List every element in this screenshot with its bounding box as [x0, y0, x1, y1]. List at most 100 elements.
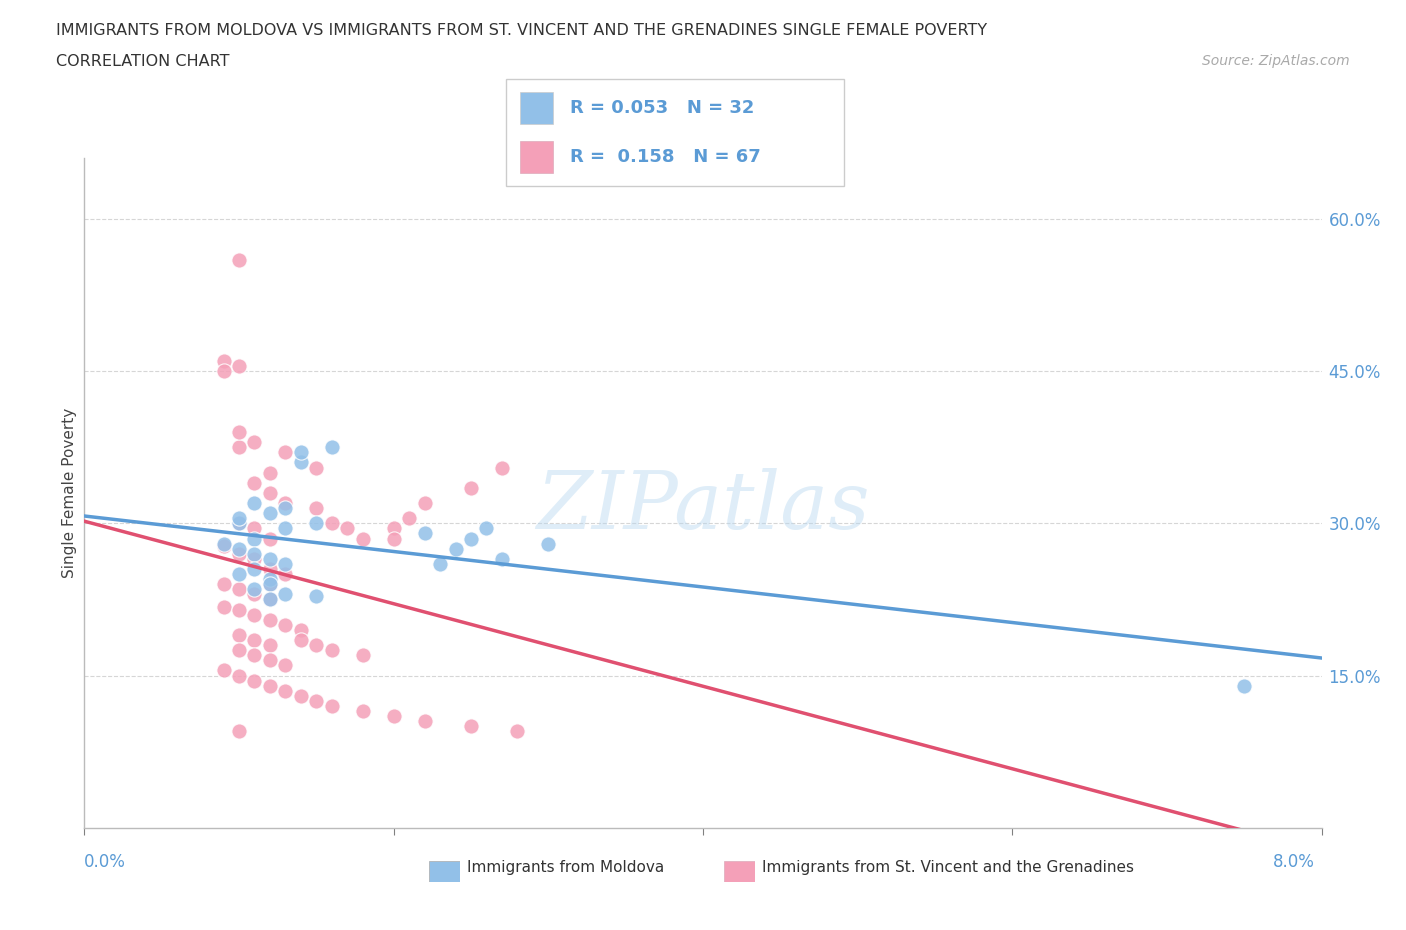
Point: [243, 551, 266, 566]
Point: [228, 643, 250, 658]
Point: [259, 485, 281, 500]
Point: [352, 648, 374, 663]
Point: [259, 638, 281, 653]
Point: [460, 531, 482, 546]
Point: [305, 500, 328, 515]
Point: [212, 538, 235, 553]
Point: [352, 531, 374, 546]
Point: [243, 434, 266, 449]
Point: [228, 516, 250, 531]
Text: CORRELATION CHART: CORRELATION CHART: [56, 54, 229, 69]
Point: [259, 465, 281, 480]
Point: [491, 551, 513, 566]
Point: [259, 551, 281, 566]
Point: [290, 455, 312, 470]
Point: [243, 531, 266, 546]
Point: [274, 618, 297, 632]
Bar: [520, 92, 554, 124]
Point: [274, 658, 297, 672]
Point: [259, 612, 281, 627]
Point: [382, 709, 405, 724]
Point: [274, 684, 297, 698]
Point: [212, 364, 235, 379]
Point: [228, 628, 250, 643]
Point: [259, 592, 281, 607]
Point: [321, 440, 343, 455]
Point: [506, 724, 529, 738]
Point: [212, 577, 235, 591]
Point: [305, 638, 328, 653]
Point: [243, 587, 266, 602]
Point: [212, 663, 235, 678]
Point: [336, 521, 359, 536]
Point: [212, 537, 235, 551]
Point: [290, 632, 312, 647]
Point: [228, 359, 250, 374]
Point: [259, 577, 281, 591]
Point: [228, 602, 250, 617]
Point: [259, 506, 281, 521]
Point: [228, 668, 250, 683]
Point: [259, 572, 281, 587]
Bar: [520, 141, 554, 173]
Point: [274, 500, 297, 515]
Point: [274, 445, 297, 459]
Point: [460, 481, 482, 496]
Point: [212, 353, 235, 368]
Point: [321, 698, 343, 713]
Point: [274, 587, 297, 602]
Point: [259, 592, 281, 607]
Point: [475, 521, 498, 536]
Text: ZIPatlas: ZIPatlas: [536, 468, 870, 545]
Point: [321, 516, 343, 531]
Point: [243, 475, 266, 490]
Point: [228, 516, 250, 531]
Point: [1233, 678, 1256, 693]
Point: [243, 562, 266, 577]
Text: Immigrants from St. Vincent and the Grenadines: Immigrants from St. Vincent and the Gren…: [762, 860, 1135, 875]
Point: [243, 582, 266, 597]
Point: [290, 445, 312, 459]
Text: Source: ZipAtlas.com: Source: ZipAtlas.com: [1202, 54, 1350, 68]
Y-axis label: Single Female Poverty: Single Female Poverty: [62, 407, 77, 578]
Point: [352, 704, 374, 719]
Point: [382, 531, 405, 546]
Point: [228, 566, 250, 581]
Point: [460, 719, 482, 734]
Point: [228, 440, 250, 455]
Point: [228, 425, 250, 440]
FancyBboxPatch shape: [506, 79, 844, 186]
Point: [413, 496, 436, 511]
Point: [228, 724, 250, 738]
Point: [413, 713, 436, 728]
Point: [243, 546, 266, 561]
Point: [243, 521, 266, 536]
Text: R = 0.053   N = 32: R = 0.053 N = 32: [571, 99, 755, 117]
Text: 0.0%: 0.0%: [84, 853, 127, 870]
Point: [228, 541, 250, 556]
Text: IMMIGRANTS FROM MOLDOVA VS IMMIGRANTS FROM ST. VINCENT AND THE GRENADINES SINGLE: IMMIGRANTS FROM MOLDOVA VS IMMIGRANTS FR…: [56, 23, 987, 38]
Point: [259, 577, 281, 591]
Point: [537, 537, 560, 551]
Text: R =  0.158   N = 67: R = 0.158 N = 67: [571, 148, 761, 166]
Point: [259, 678, 281, 693]
Point: [259, 653, 281, 668]
Point: [228, 511, 250, 525]
Point: [243, 496, 266, 511]
Point: [228, 582, 250, 597]
Point: [259, 562, 281, 577]
Point: [305, 589, 328, 604]
Point: [228, 252, 250, 267]
Point: [491, 460, 513, 475]
Point: [243, 607, 266, 622]
Point: [382, 521, 405, 536]
Point: [274, 521, 297, 536]
Point: [243, 632, 266, 647]
Point: [429, 556, 451, 571]
Text: 8.0%: 8.0%: [1272, 853, 1315, 870]
Point: [398, 511, 420, 525]
Point: [305, 460, 328, 475]
Point: [290, 622, 312, 637]
Point: [444, 541, 467, 556]
Point: [243, 648, 266, 663]
